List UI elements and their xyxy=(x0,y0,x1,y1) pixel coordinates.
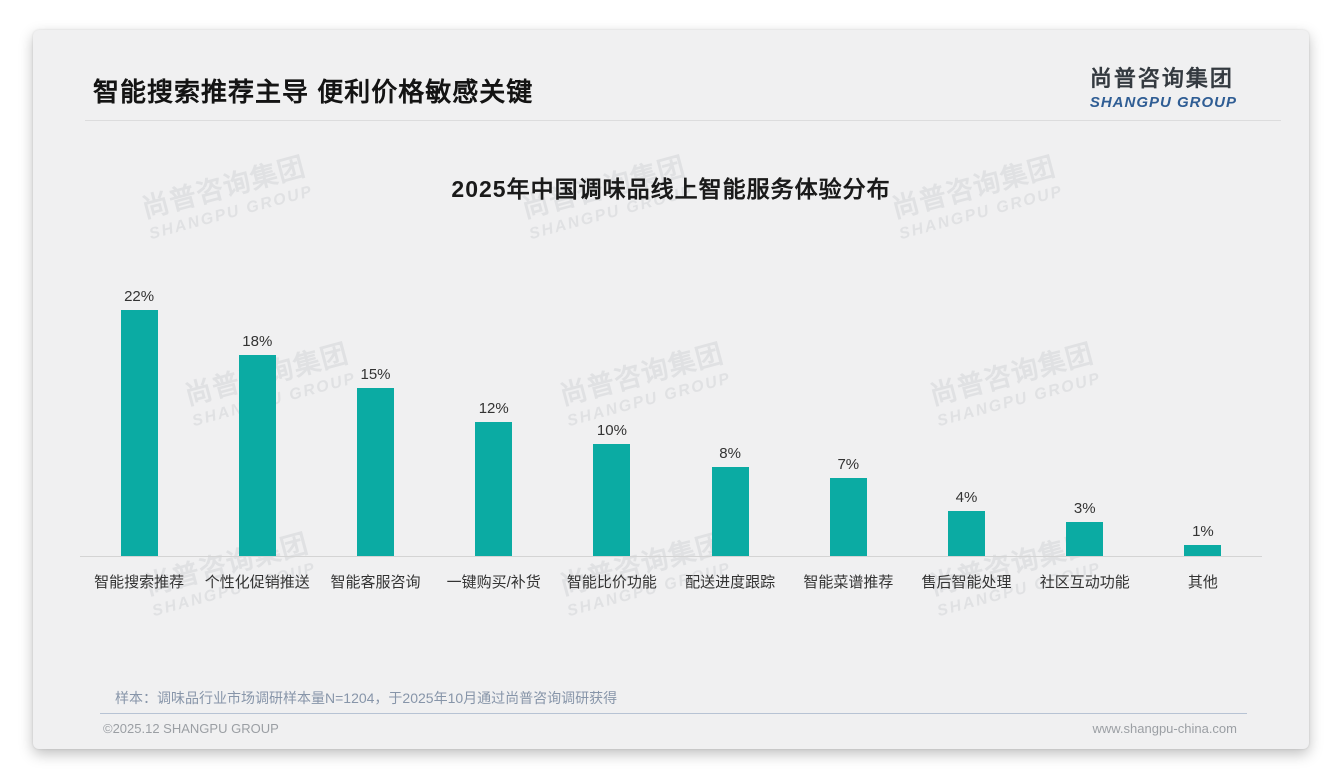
bar-category-label: 智能搜索推荐 xyxy=(94,574,185,591)
bar-column: 18% xyxy=(198,333,316,556)
bar-value-label: 3% xyxy=(1073,500,1096,517)
website-text: www.shangpu-china.com xyxy=(1092,721,1237,736)
bar-category-label: 智能菜谱推荐 xyxy=(803,574,894,591)
sample-note: 样本：调味品行业市场调研样本量N=1204，于2025年10月通过尚普咨询调研获… xyxy=(115,690,618,706)
bar xyxy=(593,444,631,556)
bar-value-label: 18% xyxy=(242,333,273,350)
bar-column: 10% xyxy=(553,422,671,556)
bar-category-label: 一键购买/补货 xyxy=(446,574,541,591)
x-axis-line xyxy=(80,556,1262,557)
bar-category-label: 智能客服咨询 xyxy=(330,574,421,591)
bar-chart: 22% 18% 15% 12% 10% 8% 7% 4% 3% 1% 智能搜索推荐 个性化促销推送智… xyxy=(80,260,1262,620)
copyright-text: ©2025.12 SHANGPU GROUP xyxy=(103,721,279,736)
bar xyxy=(238,355,276,556)
bars-container: 22% 18% 15% 12% 10% 8% 7% 4% 3% 1% xyxy=(80,260,1262,556)
bar-value-label: 15% xyxy=(360,366,391,383)
bar xyxy=(120,310,158,556)
bar-column: 12% xyxy=(435,400,553,556)
bar xyxy=(357,388,394,556)
bar-category-label: 个性化促销推送 xyxy=(204,574,310,591)
page-title: 智能搜索推荐主导 便利价格敏感关键 xyxy=(93,77,534,107)
bar-value-label: 1% xyxy=(1192,523,1214,540)
slide-card: 尚普咨询集团 SHANGPU GROUP 尚普咨询集团 SHANGPU GROUP 尚普… xyxy=(33,30,1309,749)
bar xyxy=(1184,545,1222,556)
bar-category-label: 其他 xyxy=(1187,574,1218,591)
bar-value-label: 10% xyxy=(596,422,627,439)
bar-column: 22% xyxy=(80,288,198,556)
category-labels-row: 智能搜索推荐 个性化促销推送 智能客服咨询 一键购买/补货 智能比价功能 配送进度跟踪 智能… xyxy=(80,571,1262,592)
bar-column: 7% xyxy=(789,456,907,556)
bar-column: 15% xyxy=(316,366,434,556)
bar-value-label: 8% xyxy=(719,445,741,462)
bar-value-label: 12% xyxy=(478,400,509,417)
bar xyxy=(475,422,513,556)
bar xyxy=(711,467,749,556)
bar-value-label: 22% xyxy=(124,288,155,305)
logo-text-en: SHANGPU GROUP xyxy=(1089,94,1237,111)
bar-column: 3% xyxy=(1026,500,1144,556)
logo: 尚普咨询集团 SHANGPU GROUP xyxy=(1090,61,1237,111)
bar-category-label: 配送进度跟踪 xyxy=(685,574,776,591)
bar xyxy=(948,511,986,556)
logo-text-cn: 尚普咨询集团 xyxy=(1089,66,1234,91)
title-divider xyxy=(85,120,1281,121)
bar xyxy=(1066,522,1104,556)
bar-column: 1% xyxy=(1144,523,1262,556)
bar-column: 4% xyxy=(907,489,1025,556)
chart-title: 2025年中国调味品线上智能服务体验分布 xyxy=(451,176,891,202)
bar-category-label: 售后智能处理 xyxy=(921,574,1012,591)
bar-category-label: 社区互动功能 xyxy=(1039,574,1130,591)
bar xyxy=(829,478,867,556)
footer-divider xyxy=(100,713,1247,714)
bar-value-label: 7% xyxy=(837,456,860,473)
bar-category-label: 智能比价功能 xyxy=(566,574,657,591)
bar-value-label: 4% xyxy=(955,489,978,506)
bar-column: 8% xyxy=(671,445,789,556)
